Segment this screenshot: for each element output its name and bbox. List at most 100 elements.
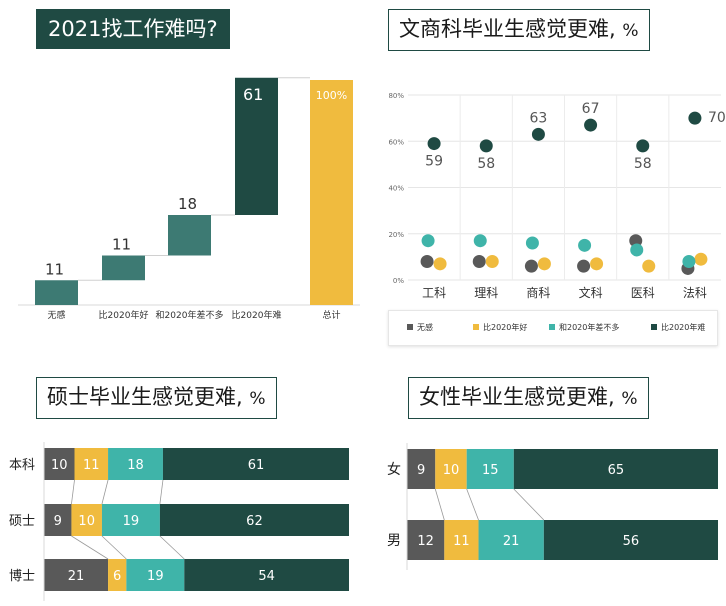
scatter-point [531, 127, 545, 141]
waterfall-value-label: 100% [316, 89, 347, 102]
scatter-category-label: 工科 [422, 286, 446, 300]
stacked-value-label: 65 [608, 463, 625, 478]
scatter-ytick-label: 0% [393, 277, 404, 285]
stacked-value-label: 10 [78, 514, 95, 529]
scatter-legend-svg: 无感 比2020年好 和2020年差不多 比2020年难 [407, 322, 705, 332]
scatter-point [524, 259, 538, 273]
stacked-connector [513, 488, 545, 521]
stacked-value-label: 21 [503, 534, 520, 549]
scatter-point-label: 58 [477, 156, 495, 172]
scatter-title-unit: % [622, 21, 639, 41]
scatter-point [630, 243, 644, 257]
stacked-segment [126, 559, 185, 591]
stacked-segment [184, 559, 349, 591]
waterfall-panel: 2021找工作难吗? 11 无感 11 比2020年好 18 和2020年差不多 61 比20… [0, 0, 370, 335]
scatter-point [682, 255, 696, 268]
scatter-point-label: 59 [425, 154, 443, 170]
scatter-point [537, 257, 551, 271]
legend-swatch [473, 324, 479, 330]
waterfall-title-text: 2021找工作难吗? [48, 17, 218, 41]
legend-swatch [549, 324, 555, 330]
gender-panel: 女性毕业生感觉更难, % 9 10 15 65 女 12 11 21 56 男 [378, 372, 726, 606]
scatter-point [525, 236, 539, 250]
stacked-connector [71, 535, 109, 560]
waterfall-value-label: 11 [45, 260, 64, 278]
stacked-connector [101, 479, 109, 505]
stacked-value-label: 11 [83, 458, 100, 473]
scatter-point [421, 234, 435, 248]
stacked-value-label: 6 [113, 569, 121, 584]
scatter-ytick-label: 60% [388, 138, 404, 146]
stacked-value-label: 10 [51, 458, 68, 473]
stacked-value-label: 61 [248, 458, 265, 473]
stacked-segment [108, 448, 163, 480]
scatter-category-label: 医科 [631, 286, 655, 300]
stacked-segment [44, 559, 109, 591]
scatter-point [694, 252, 708, 266]
master-title: 硕士毕业生感觉更难, % [36, 377, 277, 419]
waterfall-bar [102, 255, 145, 281]
master-title-text: 硕士毕业生感觉更难, [47, 385, 243, 409]
stacked-value-label: 9 [417, 463, 425, 478]
legend-label: 无感 [417, 322, 433, 332]
scatter-point-label: 67 [582, 101, 600, 117]
waterfall-category-label: 总计 [322, 309, 340, 321]
stacked-segment [162, 448, 349, 480]
scatter-point-label: 63 [530, 110, 548, 126]
stacked-segment [44, 504, 72, 536]
stacked-connector [159, 535, 185, 560]
scatter-chart: 0% 20% 40% 60% 80% 59 58 63 67 58 70 工科 理科 商科 文科 医科 法科 [388, 92, 726, 300]
waterfall-category-label: 无感 [47, 309, 65, 321]
stacked-segment [466, 449, 514, 489]
scatter-point [577, 259, 591, 273]
stacked-segment [407, 520, 445, 560]
scatter-point [427, 137, 441, 151]
scatter-ytick-label: 20% [388, 231, 404, 239]
stacked-segment [44, 448, 75, 480]
waterfall-category-label: 和2020年差不多 [156, 309, 224, 321]
master-title-unit: % [249, 389, 266, 409]
scatter-ytick-label: 40% [388, 185, 404, 193]
scatter-category-label: 文科 [579, 285, 603, 300]
stacked-connector [71, 479, 75, 505]
waterfall-chart: 11 无感 11 比2020年好 18 和2020年差不多 61 比2020年难 100% 总计 [18, 77, 360, 321]
waterfall-bar [35, 280, 78, 305]
stacked-value-label: 19 [147, 569, 164, 584]
stacked-value-label: 19 [123, 514, 140, 529]
stacked-value-label: 21 [68, 569, 85, 584]
waterfall-bar [235, 77, 278, 215]
scatter-point [472, 255, 486, 268]
scatter-point [479, 139, 493, 153]
stacked-connector [101, 535, 127, 560]
stacked-connector [434, 488, 445, 521]
stacked-segment [407, 449, 436, 489]
legend-swatch [407, 324, 413, 330]
waterfall-category-label: 比2020年好 [99, 309, 149, 321]
legend-label: 比2020年好 [483, 322, 527, 332]
scatter-point [473, 234, 487, 248]
stacked-connector [159, 479, 164, 505]
scatter-title: 文商科毕业生感觉更难, % [388, 9, 650, 51]
stacked-category-label: 博士 [9, 569, 35, 584]
scatter-point-label: 70 [708, 110, 726, 126]
scatter-point-label: 58 [634, 156, 652, 172]
scatter-point [642, 259, 656, 273]
gender-title-unit: % [621, 389, 638, 409]
stacked-segment [543, 520, 718, 560]
stacked-connector [466, 488, 479, 521]
waterfall-bar [168, 215, 211, 256]
stacked-value-label: 11 [453, 534, 470, 549]
scatter-point [420, 255, 434, 268]
stacked-segment [159, 504, 349, 536]
scatter-point [688, 111, 702, 125]
stacked-segment [108, 559, 127, 591]
stacked-category-label: 女 [387, 461, 401, 478]
legend-label: 比2020年难 [661, 322, 705, 332]
waterfall-value-label: 18 [178, 195, 197, 213]
scatter-category-label: 理科 [474, 286, 498, 300]
legend-swatch [651, 324, 657, 330]
scatter-point [433, 257, 447, 271]
scatter-point [636, 139, 650, 153]
stacked-value-label: 10 [443, 463, 460, 478]
stacked-category-label: 本科 [9, 458, 35, 473]
